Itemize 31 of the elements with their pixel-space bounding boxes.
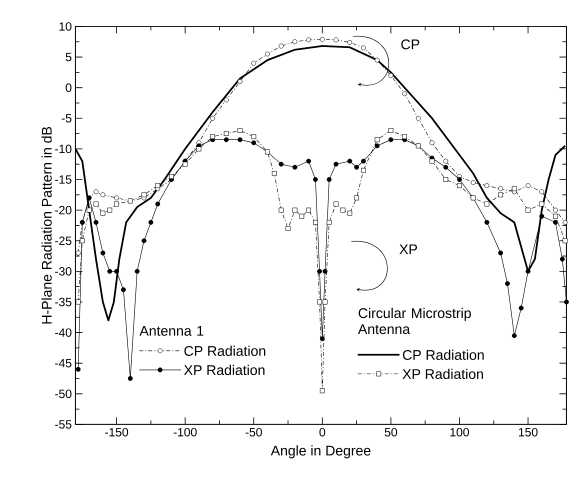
y-tick-label: -55 xyxy=(55,420,72,429)
annotation: Antenna 1 xyxy=(140,326,204,336)
y-tick-label: 0 xyxy=(66,83,72,92)
y-tick-label: -30 xyxy=(55,267,72,276)
y-tick-label: -35 xyxy=(55,298,72,306)
legend-label: CP Radiation xyxy=(402,350,484,360)
annotation: CP xyxy=(401,39,420,50)
annotation: XP xyxy=(399,244,418,254)
legend-label: XP Radiation xyxy=(402,368,483,380)
y-tick-label: -15 xyxy=(55,175,72,184)
x-tick-label: 100 xyxy=(450,428,469,436)
y-tick-label: -45 xyxy=(55,359,72,368)
x-axis-title: Angle in Degree xyxy=(270,445,370,458)
y-tick-label: -40 xyxy=(55,328,72,337)
y-tick-label: 10 xyxy=(59,22,72,31)
y-tick-label: 5 xyxy=(66,52,72,62)
y-tick-label: -5 xyxy=(62,114,72,122)
x-tick-label: -50 xyxy=(246,428,262,436)
legend-label: CP Radiation xyxy=(184,346,266,356)
y-tick-label: -25 xyxy=(55,236,72,245)
x-tick-label: -100 xyxy=(174,428,197,436)
x-tick-label: 150 xyxy=(518,428,538,436)
y-tick-label: -50 xyxy=(55,390,72,398)
legend-label: XP Radiation xyxy=(184,364,264,376)
x-tick-label: -150 xyxy=(105,428,128,436)
y-axis-title: H-Plane Radiation Pattern in dB xyxy=(41,126,52,324)
y-tick-label: -10 xyxy=(55,144,72,154)
annotation: Circular Microstrip Antenna xyxy=(358,308,471,334)
x-tick-label: 0 xyxy=(319,428,326,436)
x-tick-label: 50 xyxy=(384,428,398,436)
y-tick-label: -20 xyxy=(55,206,72,214)
